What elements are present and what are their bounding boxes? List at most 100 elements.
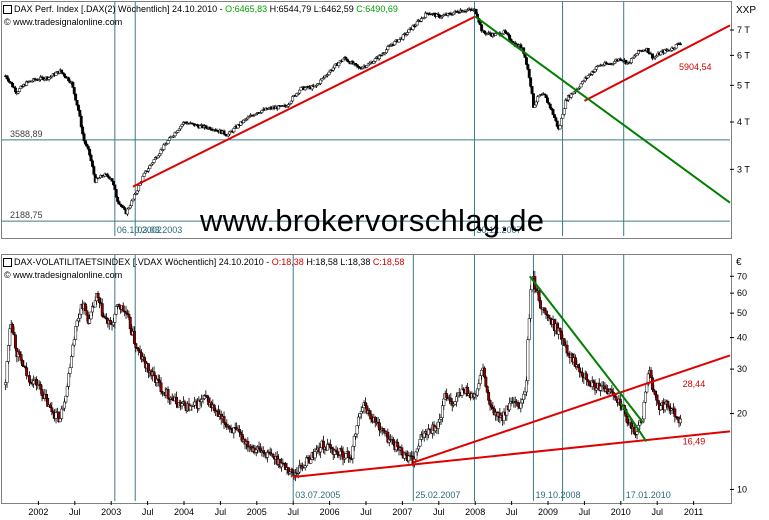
dax-candle-body (135, 190, 139, 194)
vdax-date-annotation: 19.10.2008 (535, 490, 580, 500)
x-tick-label: 2010 (611, 507, 631, 517)
bottom-header-low: L:18,38 (340, 257, 371, 267)
vdax-y-tick-label: 20 (737, 409, 747, 419)
vdax-candle-body (520, 399, 524, 404)
dax-candle-body (146, 168, 150, 172)
dax-candle-body (179, 125, 183, 130)
vdax-candle-body (239, 431, 243, 435)
vdax-candle-body (12, 331, 16, 336)
vdax-candle-body (649, 369, 653, 378)
vdax-candle-body (477, 383, 481, 390)
vdax-candle-body (655, 394, 659, 401)
x-tick-label: 2004 (174, 507, 194, 517)
vdax-candle-body (257, 446, 261, 449)
dax-candle-body (13, 87, 17, 93)
dax-candle-body (545, 97, 549, 103)
dax-candle-body (337, 62, 341, 67)
vdax-candle-body (223, 422, 227, 425)
dax-candle-body (482, 30, 486, 34)
vdax-candle-body (643, 391, 647, 403)
dax-candle-body (344, 57, 348, 60)
top-chart-panel[interactable] (1, 1, 732, 239)
vdax-candle-body (527, 318, 531, 340)
vdax-candle-body (442, 398, 446, 406)
dax-candle-body (60, 69, 64, 73)
vdax-candle-body (653, 390, 657, 396)
dax-candle-body (54, 72, 58, 76)
vdax-candle-body (32, 380, 36, 385)
dax-candle-body (544, 94, 548, 99)
vdax-candle-body (592, 380, 596, 384)
dax-candle-body (116, 196, 120, 202)
vdax-candle-body (558, 327, 562, 332)
vdax-candle-body (358, 413, 362, 418)
dax-candle-body (555, 120, 559, 127)
vdax-candle-body (158, 380, 162, 384)
dax-candle-body (508, 34, 512, 40)
vdax-candle-body (6, 345, 10, 362)
vdax-candle-body (18, 351, 22, 355)
vdax-candle-body (142, 356, 146, 362)
vdax-candle-body (656, 399, 660, 404)
vdax-candle-body (271, 453, 275, 458)
vdax-candle-body (347, 451, 351, 458)
vdax-y-tick-label: 60 (737, 288, 747, 298)
vdax-candle-body (404, 452, 408, 456)
dax-candle-body (62, 73, 66, 77)
vdax-candle-body (75, 320, 79, 327)
vdax-candle-body (174, 396, 178, 405)
top-header-high: H:6544,79 (269, 4, 312, 14)
vdax-candle-body (454, 396, 458, 402)
vdax-candle-body (566, 352, 570, 356)
top-header-open: O:6465,83 (225, 4, 268, 14)
top-panel-menu-icon[interactable] (3, 5, 12, 14)
vdax-candle-body (335, 451, 339, 455)
vdax-candle-body (71, 344, 75, 357)
dax-candle-body (579, 83, 583, 88)
dax-candle-body (586, 75, 590, 79)
vdax-candle-body (587, 381, 591, 386)
dax-value-annotation: 5904,54 (679, 62, 712, 72)
dax-candle-body (659, 51, 663, 56)
vdax-candle-body (205, 395, 209, 398)
vdax-candle-body (328, 444, 332, 448)
dax-candle-body (530, 86, 534, 94)
bottom-panel-unit: € (736, 257, 742, 268)
dax-candle-body (552, 114, 556, 118)
x-tick-label: 2005 (247, 507, 267, 517)
dax-candle-body (75, 100, 79, 106)
dax-candle-body (289, 100, 293, 104)
vdax-candle-body (4, 382, 8, 386)
vdax-candle-body (50, 407, 54, 412)
dax-candle-body (291, 96, 295, 102)
vdax-candle-body (254, 449, 258, 453)
dax-candle-body (562, 108, 566, 115)
vdax-candle-body (78, 313, 82, 319)
vdax-candle-body (642, 401, 646, 420)
vdax-date-annotation: 03.07.2005 (295, 490, 340, 500)
dax-candle-body (650, 53, 654, 59)
bottom-panel-menu-icon[interactable] (3, 258, 12, 267)
vdax-value-annotation: 16,49 (683, 437, 706, 447)
dax-candle-body (76, 104, 80, 111)
vdax-candle-body (578, 367, 582, 373)
dax-candle-body (78, 110, 82, 117)
vdax-candle-body (351, 446, 355, 460)
x-tick-label: Jul (69, 507, 81, 517)
vdax-candle-body (436, 421, 440, 429)
vdax-candle-body (64, 395, 68, 403)
x-tick-label: 2002 (28, 507, 48, 517)
vdax-candle-body (166, 389, 170, 399)
vdax-candle-body (170, 397, 174, 401)
dax-candle-body (123, 207, 127, 210)
vdax-candle-body (396, 441, 400, 448)
dax-candle-body (524, 57, 528, 65)
dax-trendline (132, 15, 476, 188)
vdax-candle-body (127, 313, 131, 318)
vdax-candle-body (663, 404, 667, 411)
vdax-y-tick-label: 50 (737, 308, 747, 318)
dax-candle-body (401, 34, 405, 40)
dax-candle-body (260, 110, 264, 113)
dax-candle-body (166, 140, 170, 144)
vdax-candle-body (103, 316, 107, 319)
